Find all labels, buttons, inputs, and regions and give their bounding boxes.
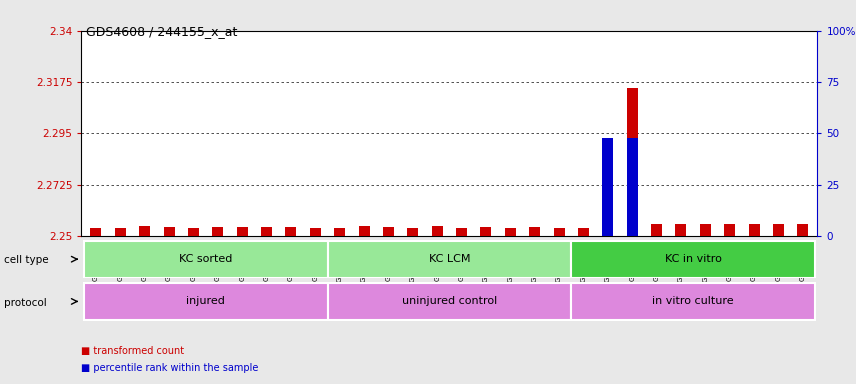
Bar	[798, 223, 808, 236]
Bar	[84, 241, 328, 278]
Bar	[571, 241, 815, 278]
Bar	[578, 228, 589, 236]
Bar	[91, 228, 101, 236]
Bar	[310, 228, 321, 236]
Bar	[212, 227, 223, 236]
Text: KC sorted: KC sorted	[179, 254, 232, 264]
Bar	[675, 223, 687, 236]
Text: protocol: protocol	[4, 298, 47, 308]
Bar	[627, 88, 638, 236]
Bar	[285, 227, 296, 236]
Bar	[261, 227, 272, 236]
Bar	[431, 226, 443, 236]
Text: injured: injured	[187, 296, 225, 306]
Bar	[188, 228, 199, 236]
Bar	[328, 241, 571, 278]
Text: cell type: cell type	[4, 255, 49, 265]
Text: in vitro culture: in vitro culture	[652, 296, 734, 306]
Bar	[140, 226, 150, 236]
Text: uninjured control: uninjured control	[401, 296, 497, 306]
Bar	[724, 223, 735, 236]
Text: ■ percentile rank within the sample: ■ percentile rank within the sample	[81, 363, 259, 373]
Bar	[651, 223, 662, 236]
Bar	[480, 227, 491, 236]
Bar	[237, 227, 247, 236]
Text: GDS4608 / 244155_x_at: GDS4608 / 244155_x_at	[86, 25, 237, 38]
Bar	[529, 227, 540, 236]
Bar	[328, 283, 571, 320]
Bar	[571, 283, 815, 320]
Text: ■ transformed count: ■ transformed count	[81, 346, 184, 356]
Bar	[407, 228, 419, 236]
Bar	[84, 283, 328, 320]
Bar	[603, 137, 614, 236]
Bar	[505, 228, 516, 236]
Bar	[115, 228, 126, 236]
Bar	[749, 223, 759, 236]
Bar	[456, 228, 467, 236]
Bar	[603, 154, 614, 236]
Bar	[554, 228, 565, 236]
Bar	[627, 137, 638, 236]
Bar	[334, 228, 345, 236]
Text: KC in vitro: KC in vitro	[665, 254, 722, 264]
Bar	[383, 227, 394, 236]
Bar	[359, 226, 370, 236]
Bar	[700, 223, 710, 236]
Bar	[773, 223, 784, 236]
Bar	[163, 227, 175, 236]
Text: KC LCM: KC LCM	[429, 254, 470, 264]
